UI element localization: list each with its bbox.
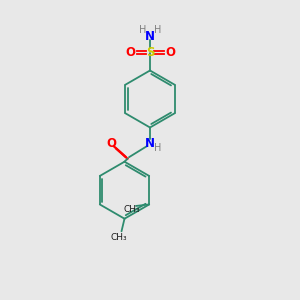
Text: H: H — [154, 25, 161, 35]
Text: H: H — [139, 25, 146, 35]
Text: O: O — [125, 46, 135, 59]
Text: CH₃: CH₃ — [110, 233, 127, 242]
Text: H: H — [154, 142, 161, 153]
Text: N: N — [145, 30, 155, 44]
Text: CH₃: CH₃ — [124, 205, 140, 214]
Text: S: S — [146, 46, 154, 59]
Text: O: O — [106, 137, 116, 150]
Text: N: N — [145, 136, 155, 150]
Text: O: O — [165, 46, 175, 59]
